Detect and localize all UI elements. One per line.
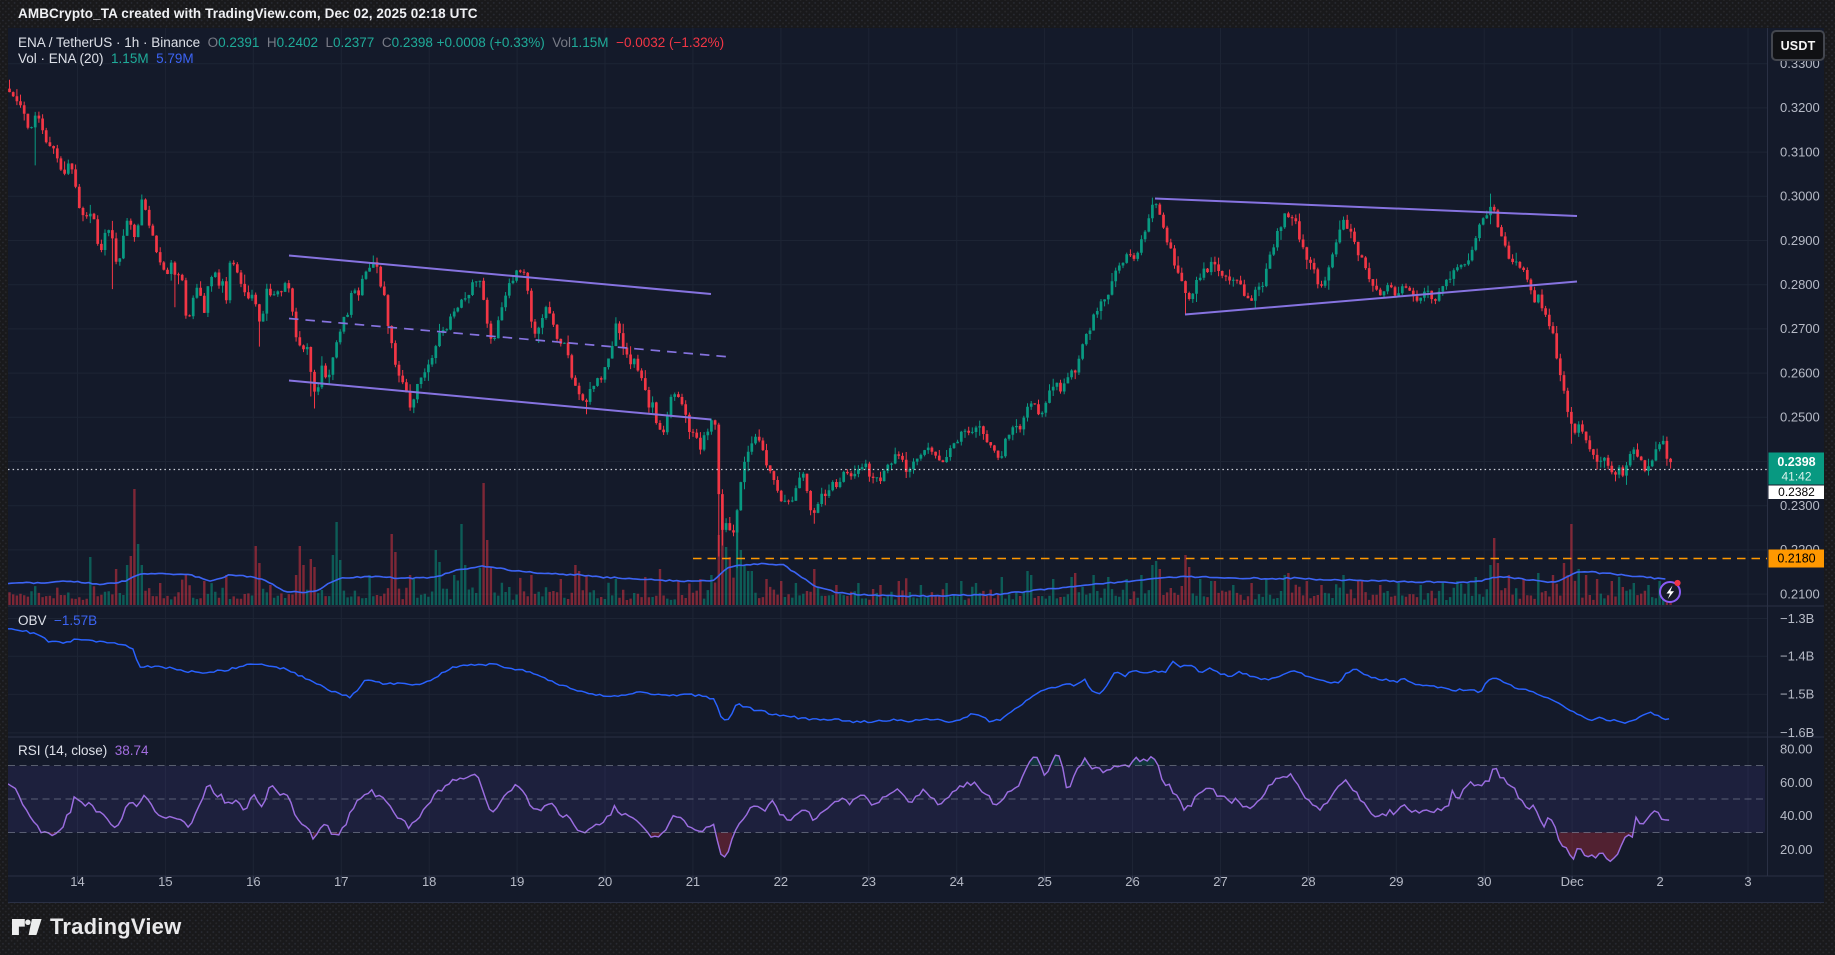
svg-text:−1.3B: −1.3B — [1780, 611, 1814, 626]
svg-text:0.2700: 0.2700 — [1780, 321, 1820, 336]
svg-text:0.2600: 0.2600 — [1780, 365, 1820, 380]
svg-text:3: 3 — [1744, 874, 1751, 889]
svg-text:0.3100: 0.3100 — [1780, 144, 1820, 159]
svg-text:80.00: 80.00 — [1780, 741, 1813, 756]
svg-text:25: 25 — [1037, 874, 1051, 889]
svg-text:0.3000: 0.3000 — [1780, 189, 1820, 204]
svg-text:2: 2 — [1656, 874, 1663, 889]
svg-text:26: 26 — [1125, 874, 1139, 889]
svg-text:0.2398: 0.2398 — [1777, 455, 1815, 469]
svg-text:41:42: 41:42 — [1781, 470, 1811, 484]
svg-text:15: 15 — [158, 874, 172, 889]
svg-text:20: 20 — [598, 874, 612, 889]
svg-text:0.2900: 0.2900 — [1780, 233, 1820, 248]
svg-text:Dec: Dec — [1561, 874, 1585, 889]
svg-text:24: 24 — [949, 874, 963, 889]
svg-text:0.2180: 0.2180 — [1777, 552, 1815, 566]
svg-text:0.3200: 0.3200 — [1780, 100, 1820, 115]
svg-text:0.2382: 0.2382 — [1778, 485, 1815, 499]
svg-text:14: 14 — [70, 874, 84, 889]
svg-text:17: 17 — [334, 874, 348, 889]
svg-text:21: 21 — [686, 874, 700, 889]
svg-text:19: 19 — [510, 874, 524, 889]
svg-text:23: 23 — [862, 874, 876, 889]
svg-text:60.00: 60.00 — [1780, 775, 1813, 790]
svg-text:−1.5B: −1.5B — [1780, 687, 1814, 702]
svg-text:0.2300: 0.2300 — [1780, 498, 1820, 513]
svg-text:20.00: 20.00 — [1780, 842, 1813, 857]
svg-text:18: 18 — [422, 874, 436, 889]
svg-text:40.00: 40.00 — [1780, 808, 1813, 823]
svg-text:27: 27 — [1213, 874, 1227, 889]
svg-text:28: 28 — [1301, 874, 1315, 889]
svg-text:0.2100: 0.2100 — [1780, 586, 1820, 601]
svg-text:0.2800: 0.2800 — [1780, 277, 1820, 292]
svg-text:−1.4B: −1.4B — [1780, 649, 1814, 664]
svg-text:30: 30 — [1477, 874, 1491, 889]
svg-text:−1.6B: −1.6B — [1780, 725, 1814, 740]
svg-text:22: 22 — [774, 874, 788, 889]
svg-text:16: 16 — [246, 874, 260, 889]
svg-text:0.2500: 0.2500 — [1780, 410, 1820, 425]
svg-text:29: 29 — [1389, 874, 1403, 889]
